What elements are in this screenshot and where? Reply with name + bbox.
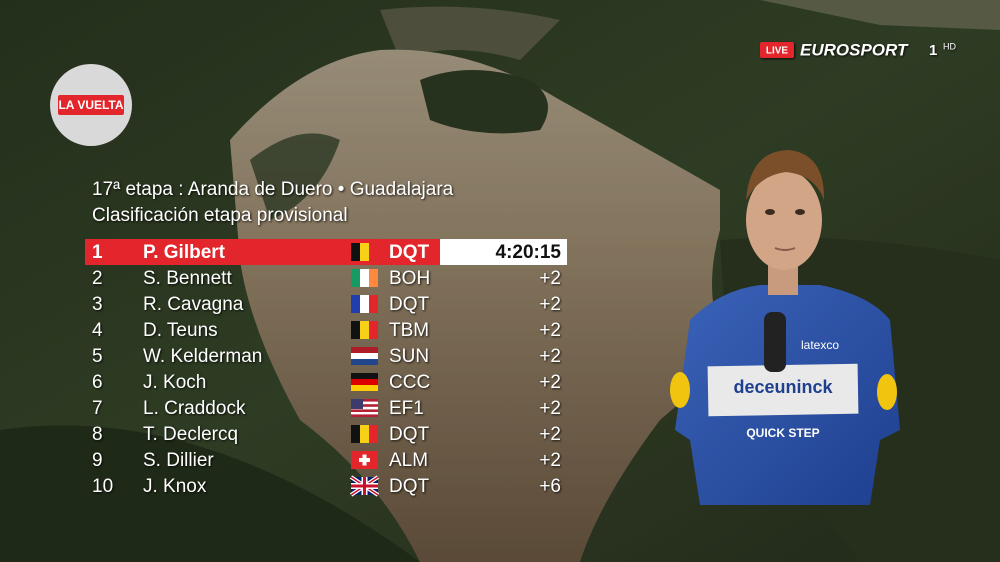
position: 9 (92, 450, 103, 471)
team-code: SUN (389, 346, 429, 367)
position: 4 (92, 320, 103, 341)
standings: 1 P. Gilbert DQT 4:20:15 2 S. Bennett BOH +2 3 R.… (92, 242, 561, 497)
logo-plate (58, 95, 124, 115)
team-code: DQT (389, 294, 430, 315)
flags (349, 243, 380, 497)
team-code: DQT (389, 242, 430, 263)
channel-name: EUROSPORT (800, 40, 909, 59)
live-badge (760, 42, 794, 58)
team-code: ALM (389, 450, 428, 471)
rider-name: W. Kelderman (143, 346, 262, 367)
time: +2 (539, 450, 561, 471)
rider-name: R. Cavagna (143, 294, 244, 315)
stage-title: 17ª etapa : Aranda de Duero • Guadalajar… (92, 179, 454, 200)
rider-name: J. Knox (143, 476, 207, 497)
position: 3 (92, 294, 103, 315)
broadcast-bug: LIVE EUROSPORT 1 HD (760, 40, 956, 59)
jersey-sponsor: deceuninck (733, 377, 833, 397)
time: +2 (539, 372, 561, 393)
logo: LA VUELTA (50, 64, 132, 146)
position: 6 (92, 372, 103, 393)
rider-name: J. Koch (143, 372, 206, 393)
leader-time-box (440, 239, 567, 265)
rider-name: S. Bennett (143, 268, 232, 289)
rider-name: L. Craddock (143, 398, 246, 419)
logo-text: LA VUELTA (58, 98, 123, 112)
rider: deceuninck QUICK STEP latexco (670, 150, 900, 505)
time: +2 (539, 268, 561, 289)
rider-name: S. Dillier (143, 450, 214, 471)
position: 1 (92, 242, 103, 263)
quality: HD (943, 41, 956, 51)
time: +2 (539, 320, 561, 341)
stage-subtitle: Clasificación etapa provisional (92, 205, 348, 226)
position: 10 (92, 476, 113, 497)
channel-number: 1 (929, 42, 937, 59)
team-code: TBM (389, 320, 429, 341)
jersey-chest: latexco (801, 338, 839, 352)
live-text: LIVE (766, 46, 789, 57)
position: 7 (92, 398, 103, 419)
position: 5 (92, 346, 103, 367)
team-code: DQT (389, 424, 430, 445)
time: +2 (539, 398, 561, 419)
rider-name: D. Teuns (143, 320, 218, 341)
rider-name: P. Gilbert (143, 242, 226, 263)
rider-name: T. Declercq (143, 424, 238, 445)
time: +2 (539, 346, 561, 367)
position: 2 (92, 268, 103, 289)
time: +2 (539, 294, 561, 315)
team-code: DQT (389, 476, 430, 497)
team-code: CCC (389, 372, 430, 393)
jersey-team: QUICK STEP (746, 426, 819, 440)
time: 4:20:15 (496, 242, 562, 263)
team-code: EF1 (389, 398, 424, 419)
leader-bar (85, 239, 440, 265)
position: 8 (92, 424, 103, 445)
time: +2 (539, 424, 561, 445)
team-code: BOH (389, 268, 430, 289)
time: +6 (539, 476, 561, 497)
